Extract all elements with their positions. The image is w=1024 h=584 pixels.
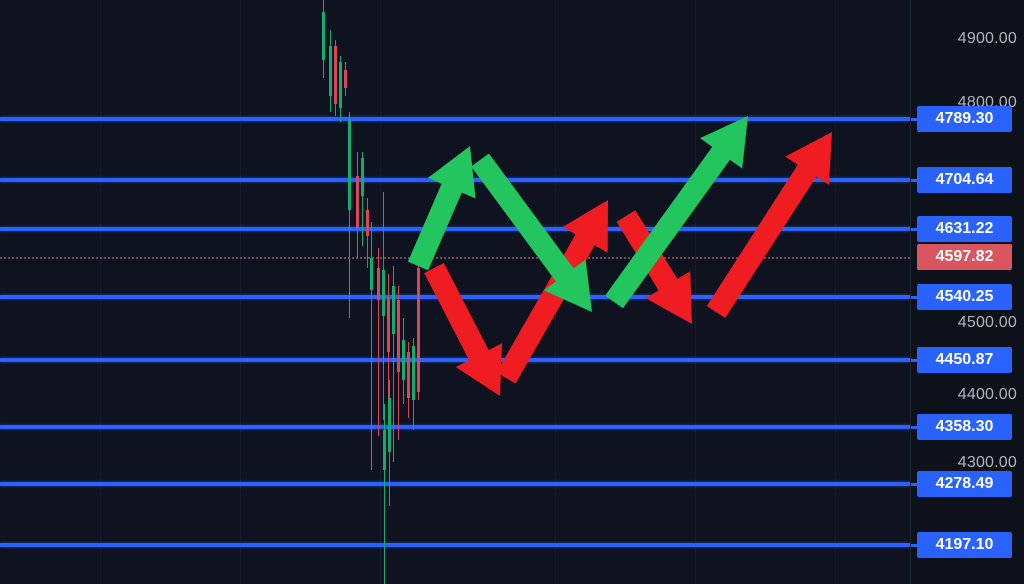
level-badge-4631.22[interactable]: 4631.22	[917, 216, 1012, 242]
candlestick	[402, 318, 405, 404]
level-badge-4197.10[interactable]: 4197.10	[917, 532, 1012, 558]
axis-tick	[911, 426, 917, 429]
axis-tick	[911, 179, 917, 182]
candle-body	[344, 70, 347, 88]
level-line-4278.49[interactable]	[0, 482, 910, 486]
impulse-up-1-arrow	[407, 146, 476, 271]
candlestick	[356, 152, 359, 258]
candlestick	[377, 248, 380, 436]
axis-tick	[911, 359, 917, 362]
candle-body	[407, 352, 410, 398]
level-line-4540.25[interactable]	[0, 295, 910, 299]
candle-body	[388, 398, 391, 452]
candle-body	[377, 268, 380, 300]
vertical-gridline	[240, 0, 241, 584]
candle-body	[397, 300, 400, 372]
vertical-gridline	[380, 0, 381, 584]
candle-body	[366, 210, 369, 236]
axis-tick	[911, 118, 917, 121]
candle-wick	[349, 112, 350, 318]
candlestick	[361, 152, 364, 246]
level-badge-4278.49[interactable]: 4278.49	[917, 471, 1012, 497]
candle-body	[417, 268, 420, 392]
last-price-line	[0, 257, 910, 259]
candle-wick	[371, 222, 372, 470]
level-line-4450.87[interactable]	[0, 358, 910, 362]
candlestick	[417, 254, 420, 400]
arrow-annotations	[407, 116, 832, 396]
level-line-4631.22[interactable]	[0, 227, 910, 231]
level-badge-4450.87[interactable]: 4450.87	[917, 347, 1012, 373]
chart-plot-area[interactable]	[0, 0, 910, 584]
candlestick	[344, 62, 347, 96]
candlestick	[382, 192, 385, 420]
candle-body	[348, 120, 351, 210]
level-line-4704.64[interactable]	[0, 178, 910, 182]
candle-wick	[362, 152, 363, 246]
candle-body	[382, 270, 385, 316]
impulse-down-1-arrow	[424, 263, 502, 396]
candle-body	[402, 340, 405, 380]
axis-price-label: 4500.00	[957, 314, 1017, 331]
candle-body	[412, 346, 415, 400]
candlestick	[334, 40, 337, 116]
level-badge-4704.64[interactable]: 4704.64	[917, 167, 1012, 193]
candlestick	[322, 0, 325, 78]
candle-body	[361, 158, 364, 196]
last-price-badge[interactable]: 4597.82	[917, 244, 1012, 270]
axis-tick	[911, 228, 917, 231]
candlestick	[388, 380, 391, 506]
candle-body	[329, 46, 332, 96]
candlestick	[348, 112, 351, 318]
axis-tick	[911, 296, 917, 299]
level-line-4358.30[interactable]	[0, 425, 910, 429]
level-badge-4358.30[interactable]: 4358.30	[917, 414, 1012, 440]
candlestick	[407, 342, 410, 418]
impulse-up-3-arrow	[605, 116, 748, 309]
vertical-gridline	[100, 0, 101, 584]
candle-wick	[393, 266, 394, 462]
price-axis[interactable]: 4900.00 4800.00 4500.00 4400.00 4300.00 4789…	[910, 0, 1024, 584]
candle-wick	[378, 248, 379, 436]
level-line-4197.10[interactable]	[0, 543, 910, 547]
candle-body	[334, 46, 337, 104]
candle-wick	[384, 404, 385, 584]
axis-price-label: 4300.00	[957, 454, 1017, 471]
candle-body	[387, 298, 390, 352]
candlestick	[370, 222, 373, 470]
candle-body	[383, 430, 386, 470]
axis-tick	[911, 483, 917, 486]
vertical-gridline	[835, 0, 836, 584]
vertical-gridline	[695, 0, 696, 584]
axis-price-label: 4400.00	[957, 386, 1017, 403]
candle-body	[356, 176, 359, 228]
candle-body	[339, 62, 342, 108]
candlestick	[366, 198, 369, 268]
candle-body	[370, 258, 373, 290]
level-badge-4789.30[interactable]: 4789.30	[917, 106, 1012, 132]
candle-body	[392, 286, 395, 334]
impulse-up-4-arrow	[706, 132, 832, 318]
candlestick	[392, 266, 395, 462]
axis-tick	[911, 544, 917, 547]
candlestick	[383, 404, 386, 584]
level-line-4789.30[interactable]	[0, 117, 910, 121]
vertical-gridline	[555, 0, 556, 584]
candlestick	[397, 286, 400, 440]
candlestick	[412, 338, 415, 430]
candle-body	[322, 12, 325, 60]
candlestick	[387, 274, 390, 402]
candlestick	[329, 30, 332, 112]
axis-price-label: 4900.00	[957, 30, 1017, 47]
level-badge-4540.25[interactable]: 4540.25	[917, 284, 1012, 310]
candlestick	[339, 56, 342, 122]
